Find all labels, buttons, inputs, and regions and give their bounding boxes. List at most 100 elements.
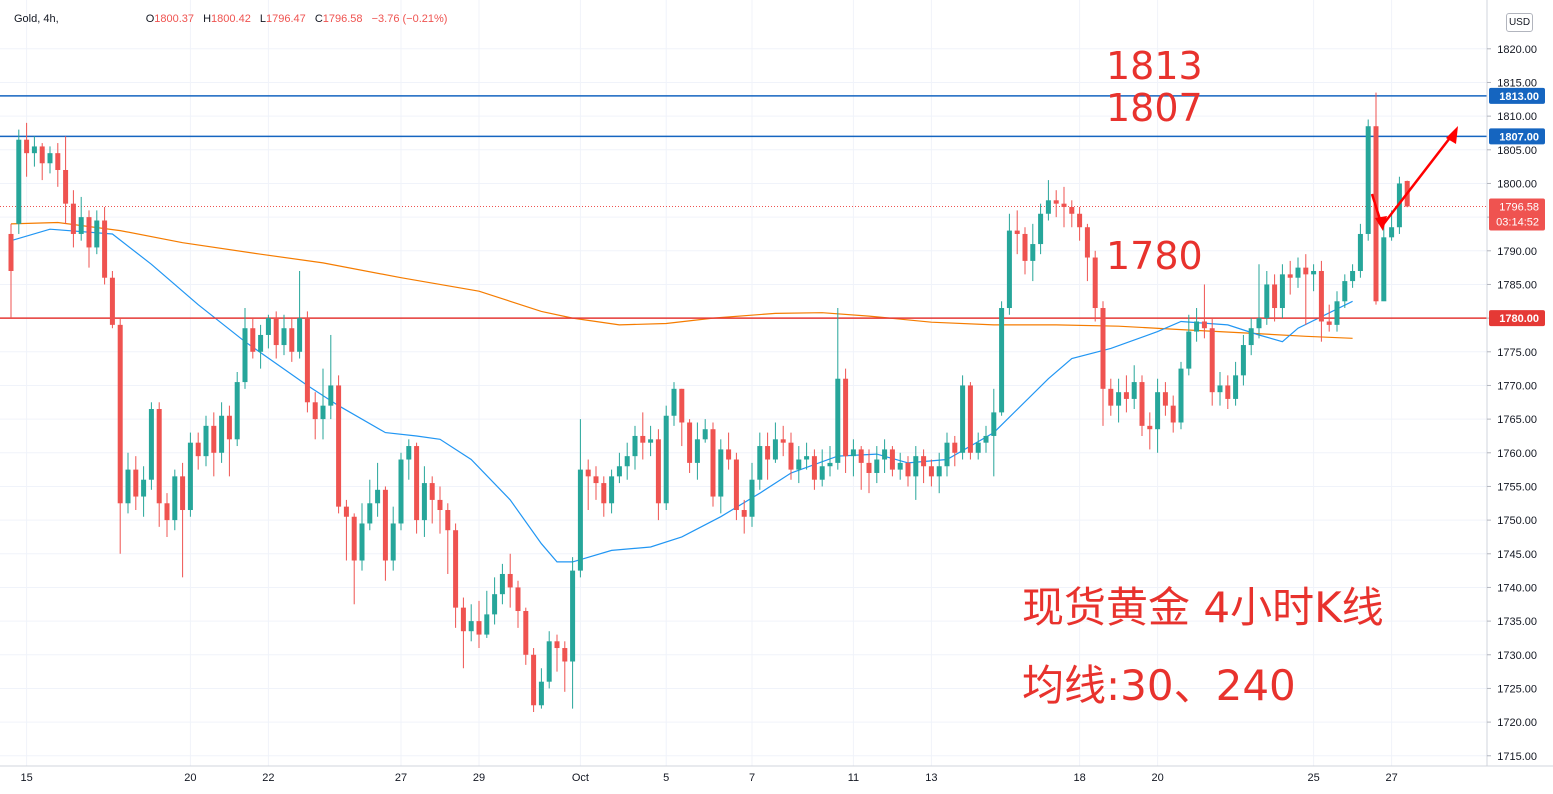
- candle: [726, 432, 732, 470]
- candle: [648, 425, 654, 457]
- candle: [359, 503, 365, 571]
- forecast-arrow[interactable]: [1370, 126, 1458, 231]
- currency-button[interactable]: USD: [1506, 13, 1533, 32]
- candle-body: [616, 466, 622, 477]
- candle-body: [211, 425, 217, 453]
- candle: [936, 452, 942, 494]
- candle: [1240, 334, 1246, 386]
- candle-body: [1162, 392, 1168, 406]
- candle-body: [1373, 126, 1379, 302]
- candle: [1311, 264, 1317, 292]
- candle-body: [858, 449, 864, 463]
- candle: [632, 425, 638, 470]
- candle-body: [141, 479, 147, 497]
- candle-body: [1303, 267, 1309, 275]
- candle-body: [1077, 213, 1083, 228]
- time-tick-label: 29: [473, 772, 485, 784]
- candle-body: [609, 476, 615, 504]
- candle-body: [570, 570, 576, 662]
- candle-body: [398, 459, 404, 524]
- candle-body: [86, 217, 92, 248]
- price-tick-label: 1785.00: [1497, 279, 1537, 291]
- candle: [234, 371, 240, 447]
- candle: [913, 446, 919, 500]
- candle: [1147, 412, 1153, 450]
- arrow-path[interactable]: [1370, 129, 1457, 228]
- price-tick-label: 1815.00: [1497, 77, 1537, 89]
- candle-body: [297, 318, 303, 352]
- candle: [258, 324, 264, 369]
- candle: [772, 422, 778, 463]
- candle-body: [445, 510, 451, 531]
- candle: [757, 432, 763, 490]
- candle-body: [125, 469, 131, 504]
- candle: [1123, 375, 1129, 413]
- candle-body: [1014, 230, 1020, 234]
- candle-body: [1092, 257, 1098, 309]
- candle-body: [492, 594, 498, 615]
- candle-body: [1084, 227, 1090, 258]
- candle-body: [585, 469, 591, 477]
- candle: [453, 523, 459, 628]
- candle-body: [999, 308, 1005, 413]
- candle-body: [164, 503, 170, 521]
- candle: [375, 462, 381, 517]
- candle-body: [31, 146, 37, 154]
- candle: [1030, 223, 1036, 282]
- candle-body: [733, 459, 739, 511]
- candle-body: [1209, 328, 1215, 393]
- candle-body: [109, 277, 115, 325]
- axis-label-1813.00: 1813.00: [1499, 91, 1539, 103]
- candle: [312, 392, 318, 440]
- time-tick-label: 15: [20, 772, 32, 784]
- candle-body: [967, 385, 973, 453]
- candle-body: [1053, 200, 1059, 204]
- candle-body: [328, 385, 334, 406]
- price-tick-label: 1765.00: [1497, 414, 1537, 426]
- candle: [133, 456, 139, 511]
- candle-body: [1264, 284, 1270, 319]
- candle-body: [390, 523, 396, 561]
- candle: [921, 449, 927, 484]
- candle: [975, 432, 981, 460]
- time-axis[interactable]: 15 20 22 27 29 Oct 5 7 11 13 18 20 25 27: [20, 772, 1397, 784]
- candle: [788, 432, 794, 480]
- candle: [1279, 264, 1285, 319]
- time-tick-label: 20: [184, 772, 196, 784]
- candle-body: [624, 456, 630, 467]
- candle-body: [484, 614, 490, 635]
- candle-body: [1350, 270, 1356, 282]
- candle-body: [258, 334, 264, 352]
- time-tick-label: 13: [925, 772, 937, 784]
- annotation-1807: 1807: [1106, 86, 1203, 130]
- candle: [562, 641, 568, 692]
- candle: [882, 439, 888, 473]
- candle-body: [944, 442, 950, 467]
- candle: [1264, 270, 1270, 325]
- candle-body: [897, 462, 903, 470]
- symbol-label[interactable]: Gold, 4h,: [14, 13, 59, 25]
- candle-body: [1045, 200, 1051, 214]
- candle-body: [694, 439, 700, 463]
- candle: [156, 402, 162, 527]
- candle-body: [148, 409, 154, 480]
- candle-body: [414, 446, 420, 521]
- low-label: L: [259, 13, 266, 25]
- price-tick-label: 1750.00: [1497, 515, 1537, 527]
- candle-body: [382, 489, 388, 561]
- horizontal-lines[interactable]: [0, 95, 1487, 319]
- price-axis[interactable]: 1715.00 1720.00 1725.00 1730.00 1735.00 1740.…: [0, 0, 1553, 767]
- candle-body: [1186, 331, 1192, 369]
- candle: [1225, 375, 1231, 410]
- candle: [125, 452, 131, 514]
- candle-body: [375, 489, 381, 504]
- candle: [414, 442, 420, 534]
- candle: [804, 442, 810, 470]
- candle-body: [788, 442, 794, 470]
- candle: [796, 446, 802, 484]
- time-tick-label: 25: [1307, 772, 1319, 784]
- candle-body: [991, 412, 997, 436]
- high-value: 1800.42: [211, 13, 251, 25]
